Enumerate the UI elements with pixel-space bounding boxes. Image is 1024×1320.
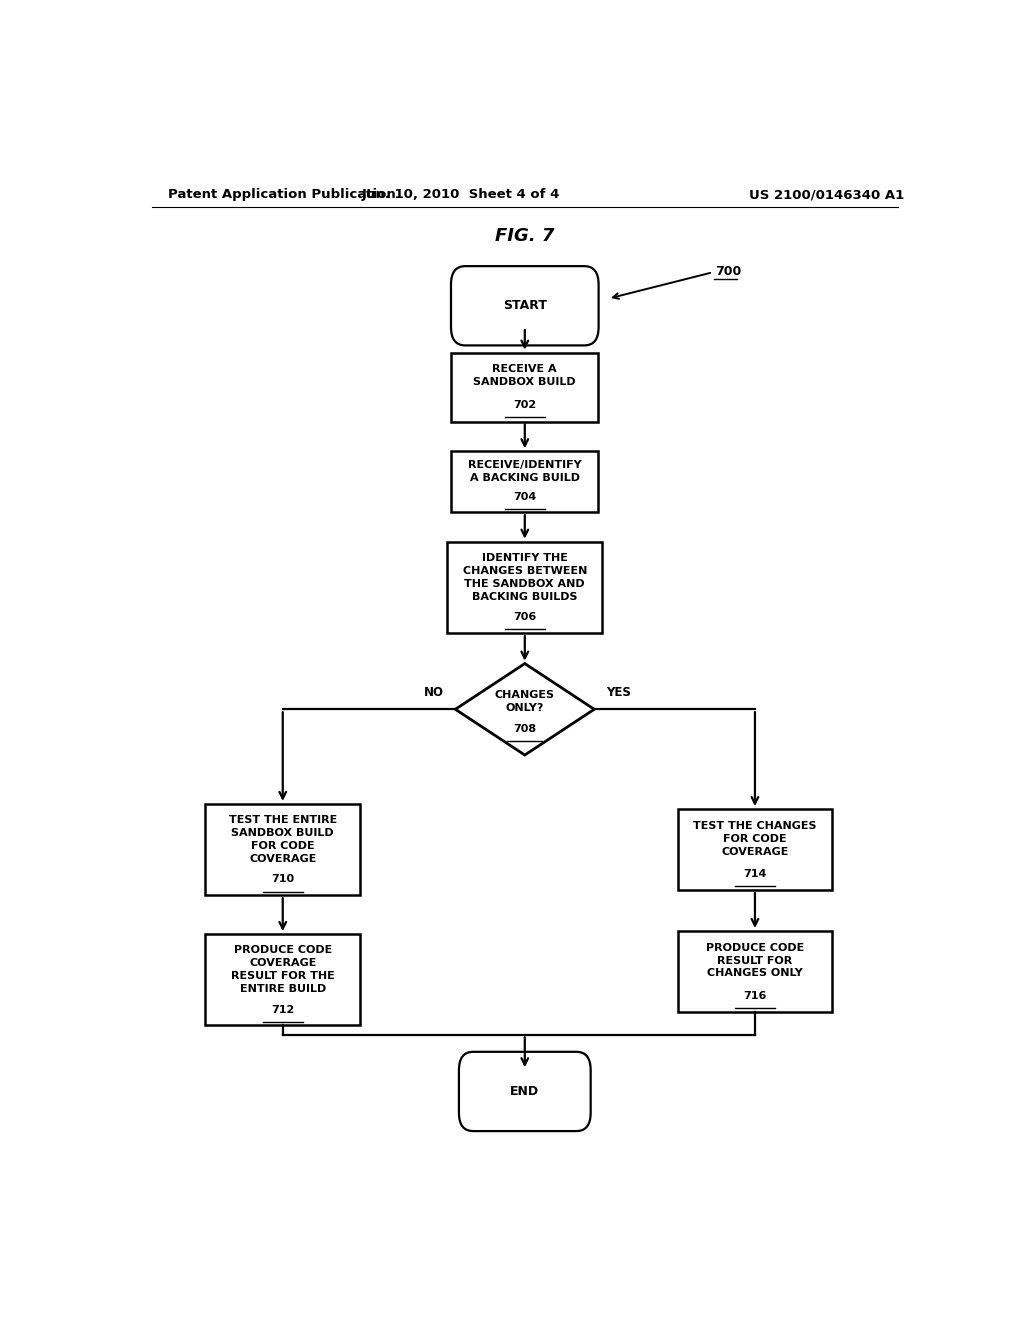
Text: YES: YES (606, 686, 631, 700)
Bar (678, 809, 833, 890)
Text: IDENTIFY THE
CHANGES BETWEEN
THE SANDBOX AND
BACKING BUILDS: IDENTIFY THE CHANGES BETWEEN THE SANDBOX… (463, 553, 587, 602)
Text: CHANGES
ONLY?: CHANGES ONLY? (495, 690, 555, 713)
Text: TEST THE ENTIRE
SANDBOX BUILD
FOR CODE
COVERAGE: TEST THE ENTIRE SANDBOX BUILD FOR CODE C… (228, 816, 337, 863)
Bar (678, 931, 833, 1012)
Text: 714: 714 (743, 869, 767, 879)
Text: 708: 708 (513, 725, 537, 734)
Text: TEST THE CHANGES
FOR CODE
COVERAGE: TEST THE CHANGES FOR CODE COVERAGE (693, 821, 817, 857)
Bar (452, 352, 598, 421)
Bar (447, 541, 602, 634)
Bar (452, 451, 598, 512)
FancyBboxPatch shape (451, 267, 599, 346)
Text: RECEIVE/IDENTIFY
A BACKING BUILD: RECEIVE/IDENTIFY A BACKING BUILD (468, 459, 582, 483)
Text: PRODUCE CODE
COVERAGE
RESULT FOR THE
ENTIRE BUILD: PRODUCE CODE COVERAGE RESULT FOR THE ENT… (230, 945, 335, 994)
Text: 700: 700 (715, 265, 741, 279)
Text: PRODUCE CODE
RESULT FOR
CHANGES ONLY: PRODUCE CODE RESULT FOR CHANGES ONLY (706, 942, 804, 978)
Text: Patent Application Publication: Patent Application Publication (168, 189, 395, 202)
Text: 702: 702 (513, 400, 537, 411)
Text: 706: 706 (513, 612, 537, 622)
Text: Jun. 10, 2010  Sheet 4 of 4: Jun. 10, 2010 Sheet 4 of 4 (362, 189, 560, 202)
Text: START: START (503, 300, 547, 313)
Bar (206, 935, 360, 1026)
Bar (206, 804, 360, 895)
Text: END: END (510, 1085, 540, 1098)
Text: 712: 712 (271, 1005, 294, 1015)
Text: RECEIVE A
SANDBOX BUILD: RECEIVE A SANDBOX BUILD (473, 364, 577, 387)
Text: 710: 710 (271, 874, 294, 884)
Text: 704: 704 (513, 492, 537, 503)
Text: FIG. 7: FIG. 7 (496, 227, 554, 244)
FancyBboxPatch shape (459, 1052, 591, 1131)
Polygon shape (456, 664, 594, 755)
Text: 716: 716 (743, 991, 767, 1001)
Text: US 2100/0146340 A1: US 2100/0146340 A1 (749, 189, 904, 202)
Text: NO: NO (424, 686, 443, 700)
